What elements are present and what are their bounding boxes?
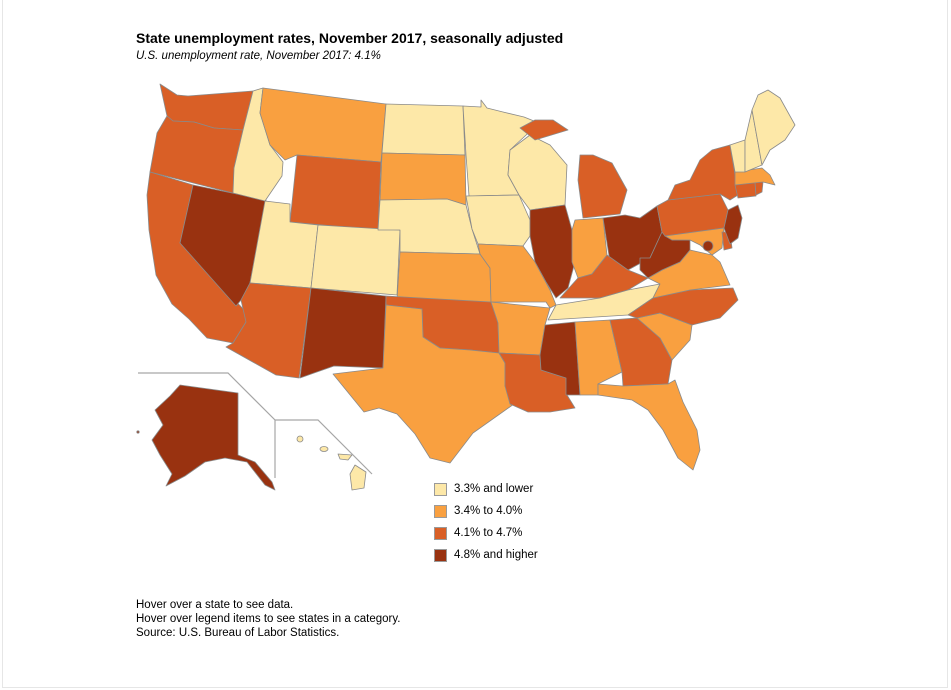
hover-state-note: Hover over a state to see data. <box>136 599 294 611</box>
state-iowa[interactable] <box>465 194 531 247</box>
state-texas[interactable] <box>332 304 515 464</box>
map-subtitle: U.S. unemployment rate, November 2017: 4… <box>136 50 381 62</box>
hawaii-maui <box>337 453 353 461</box>
state-west-virginia[interactable] <box>639 231 691 279</box>
state-south-dakota[interactable] <box>379 152 467 206</box>
state-new-york[interactable] <box>667 144 739 201</box>
legend-label: 4.1% to 4.7% <box>454 527 523 539</box>
alaska-inset-border <box>138 372 276 478</box>
state-rhode-island[interactable] <box>754 181 764 196</box>
state-montana[interactable] <box>259 87 387 163</box>
state-wyoming[interactable] <box>289 154 382 231</box>
legend-swatch <box>434 526 447 540</box>
state-kansas[interactable] <box>396 251 492 303</box>
state-florida[interactable] <box>597 379 701 471</box>
state-new-mexico[interactable] <box>299 287 387 379</box>
legend-label: 4.8% and higher <box>454 549 538 561</box>
hover-legend-note: Hover over legend items to see states in… <box>136 613 401 625</box>
legend-item-low[interactable]: 3.4% to 4.0% <box>434 500 538 522</box>
state-alaska[interactable] <box>151 384 276 491</box>
state-north-dakota[interactable] <box>381 103 466 156</box>
alaska-aleutian-dot <box>136 430 140 434</box>
state-hawaii-group[interactable] <box>296 435 367 491</box>
legend-swatch <box>434 504 447 518</box>
legend-item-medium[interactable]: 4.1% to 4.7% <box>434 522 538 544</box>
state-colorado[interactable] <box>310 224 401 296</box>
legend-item-high[interactable]: 4.8% and higher <box>434 544 538 566</box>
map-title: State unemployment rates, November 2017,… <box>136 30 564 46</box>
legend: 3.3% and lower 3.4% to 4.0% 4.1% to 4.7%… <box>434 478 538 566</box>
state-michigan[interactable] <box>519 119 628 219</box>
state-illinois[interactable] <box>529 204 576 299</box>
legend-swatch <box>434 548 447 562</box>
legend-item-lowest[interactable]: 3.3% and lower <box>434 478 538 500</box>
state-district-of-columbia[interactable] <box>702 240 714 252</box>
hawaii-kauai <box>296 435 304 443</box>
state-new-jersey[interactable] <box>723 204 743 245</box>
hawaii-inset-border <box>275 419 373 475</box>
notes: Hover over a state to see data. Hover ov… <box>136 598 400 640</box>
hawaii-big-island <box>349 464 367 491</box>
legend-label: 3.3% and lower <box>454 483 534 495</box>
hawaii-oahu <box>319 446 329 452</box>
state-maine[interactable] <box>751 89 796 166</box>
legend-label: 3.4% to 4.0% <box>454 505 523 517</box>
source-note: Source: U.S. Bureau of Labor Statistics. <box>136 627 340 639</box>
legend-swatch <box>434 482 447 496</box>
